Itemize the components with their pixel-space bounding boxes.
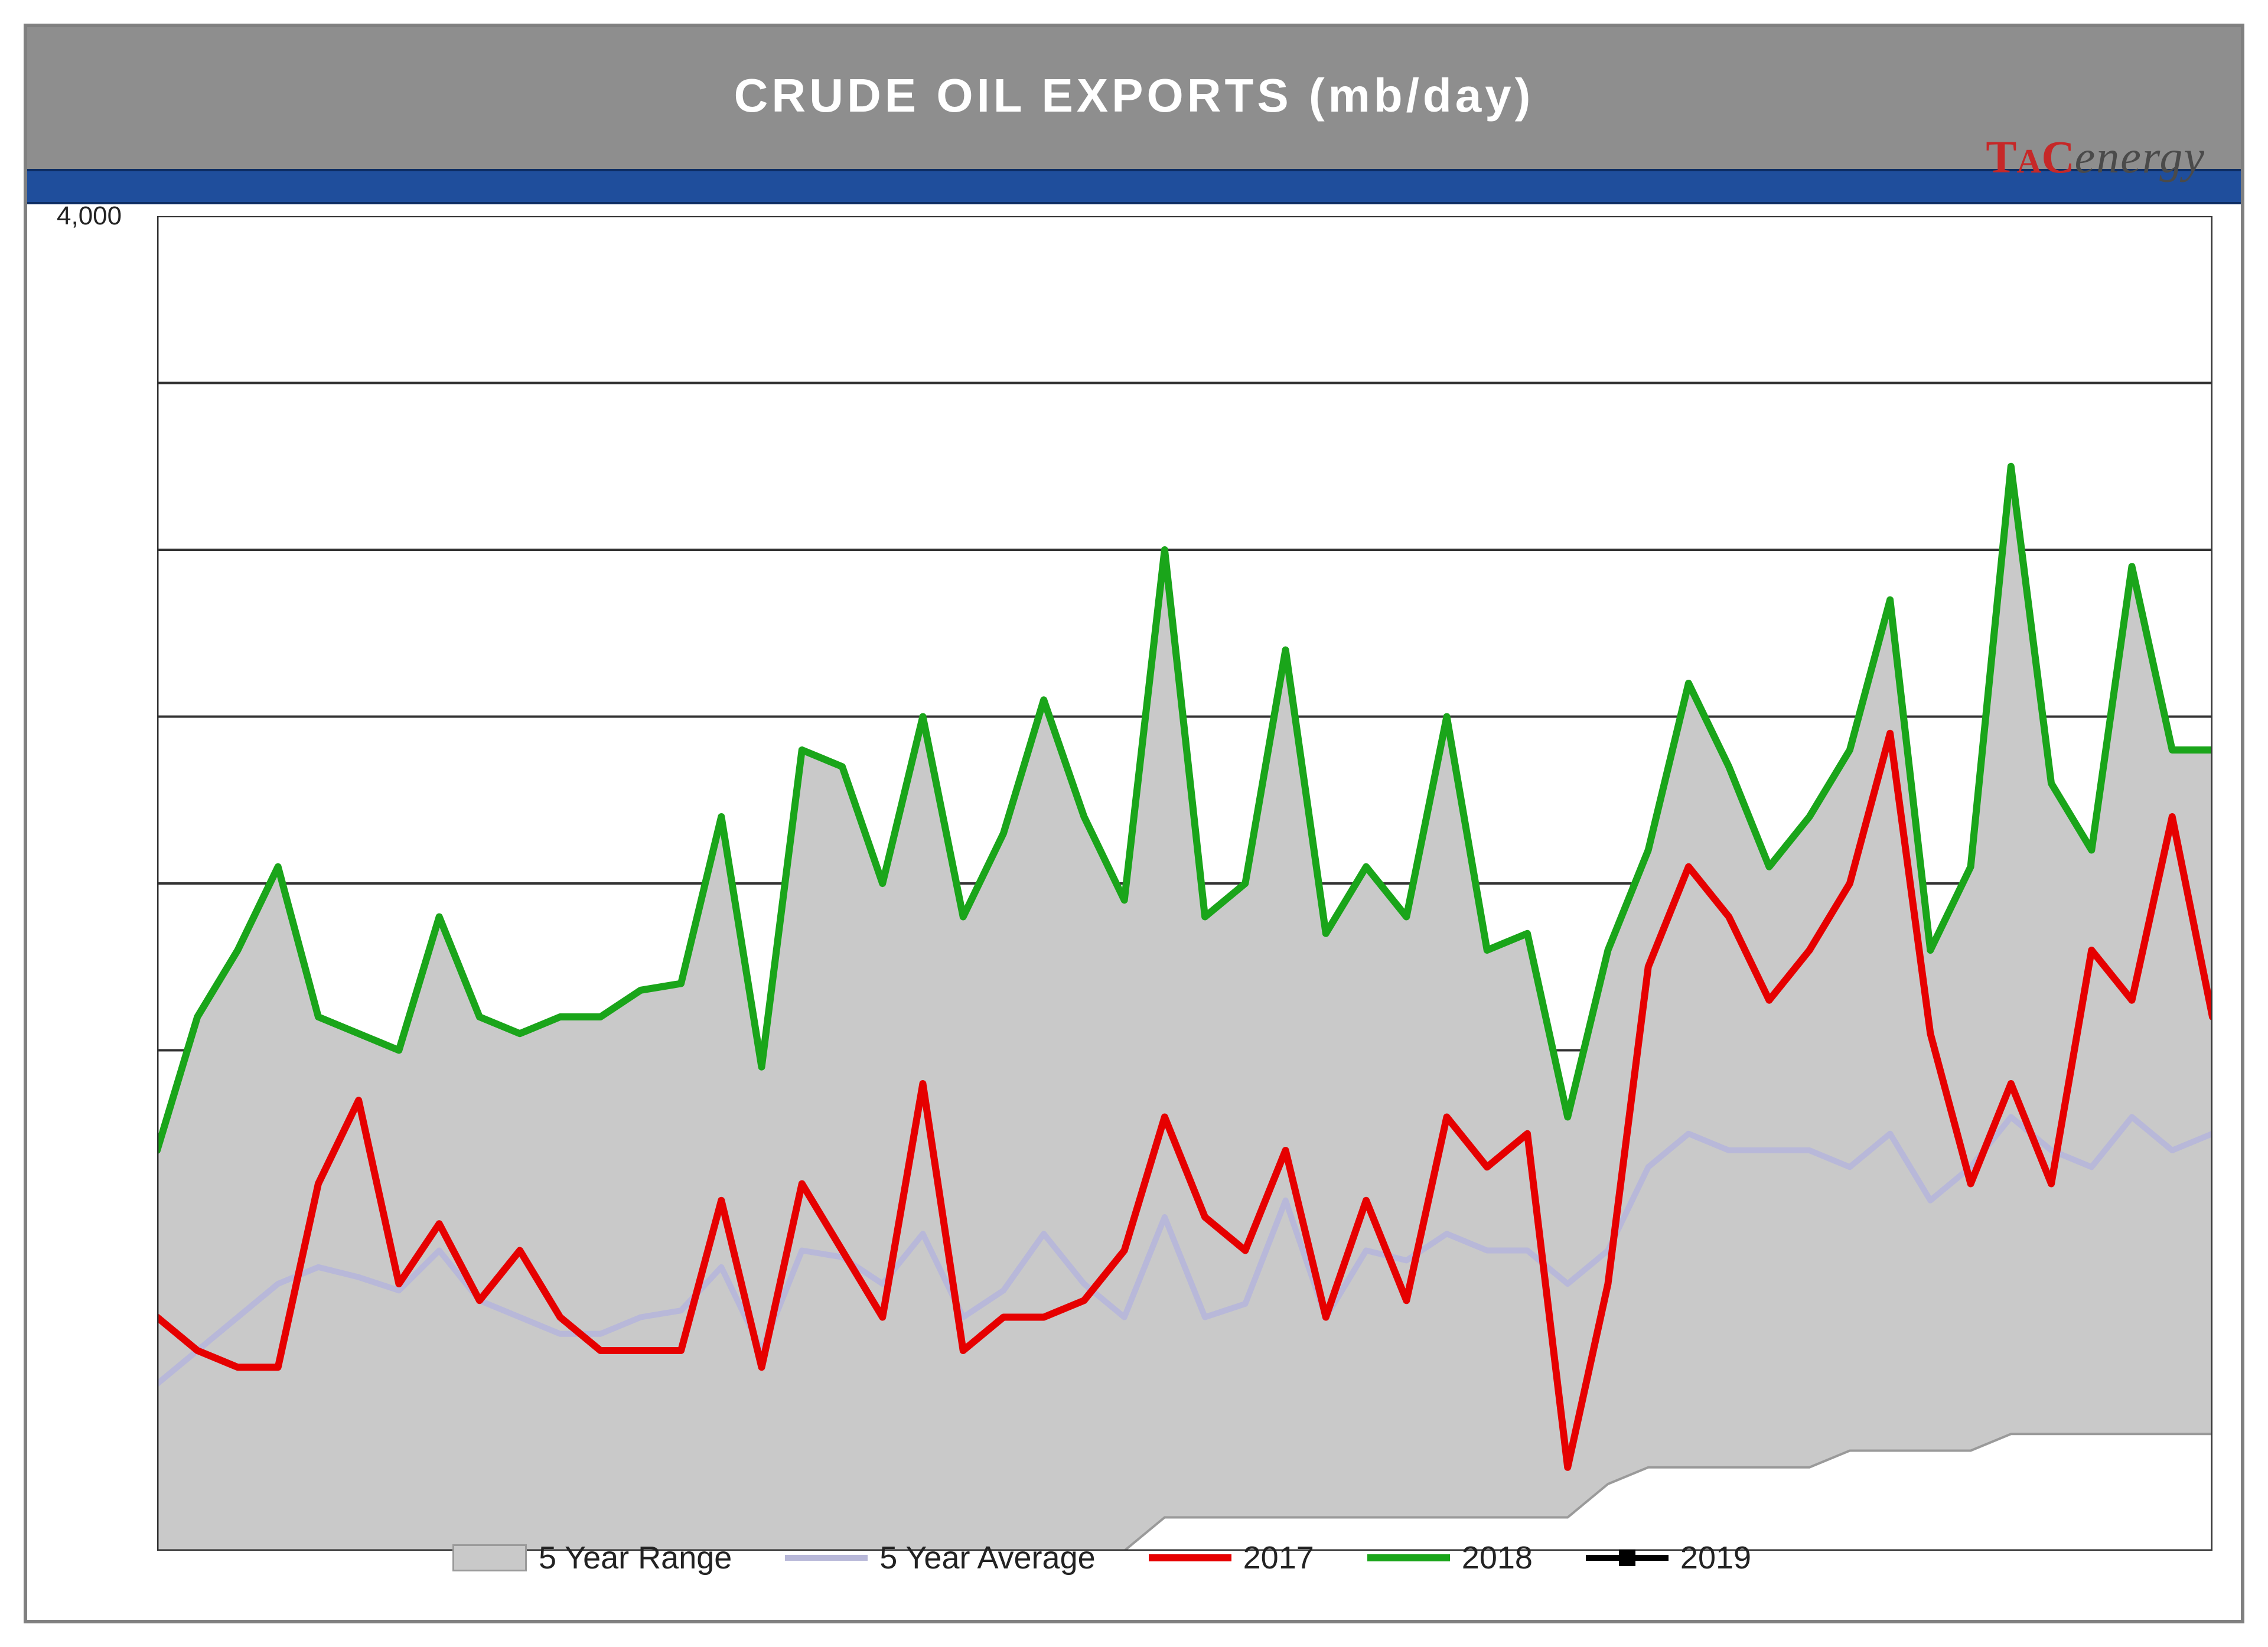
- logo-energy: energy: [2075, 131, 2205, 182]
- logo-a: A: [2016, 142, 2041, 180]
- legend: 5 Year Range 5 Year Average 2017 2018 20…: [452, 1531, 1870, 1584]
- chart-title: CRUDE OIL EXPORTS (mb/day): [27, 69, 2241, 123]
- brand-logo: TACenergy: [1986, 131, 2205, 184]
- legend-label-avg: 5 Year Average: [879, 1540, 1095, 1576]
- legend-label-2019: 2019: [1680, 1540, 1751, 1576]
- legend-swatch-2017: [1149, 1554, 1231, 1561]
- logo-t: T: [1986, 131, 2016, 182]
- legend-item-2019: 2019: [1586, 1540, 1751, 1576]
- legend-item-range: 5 Year Range: [452, 1540, 732, 1576]
- legend-swatch-avg: [785, 1555, 868, 1561]
- legend-item-avg: 5 Year Average: [785, 1540, 1095, 1576]
- logo-c: C: [2041, 131, 2074, 182]
- legend-label-range: 5 Year Range: [539, 1540, 732, 1576]
- legend-swatch-2018: [1367, 1554, 1450, 1561]
- legend-swatch-2019: [1586, 1546, 1669, 1570]
- accent-band: [27, 169, 2241, 204]
- chart-frame: CRUDE OIL EXPORTS (mb/day) TACenergy 4,0…: [24, 24, 2244, 1623]
- legend-swatch-range: [452, 1544, 527, 1571]
- legend-label-2018: 2018: [1462, 1540, 1533, 1576]
- legend-label-2017: 2017: [1243, 1540, 1314, 1576]
- y-tick-4000: 4,000: [57, 201, 122, 231]
- chart-plot: [157, 216, 2212, 1551]
- legend-item-2018: 2018: [1367, 1540, 1533, 1576]
- legend-item-2017: 2017: [1149, 1540, 1314, 1576]
